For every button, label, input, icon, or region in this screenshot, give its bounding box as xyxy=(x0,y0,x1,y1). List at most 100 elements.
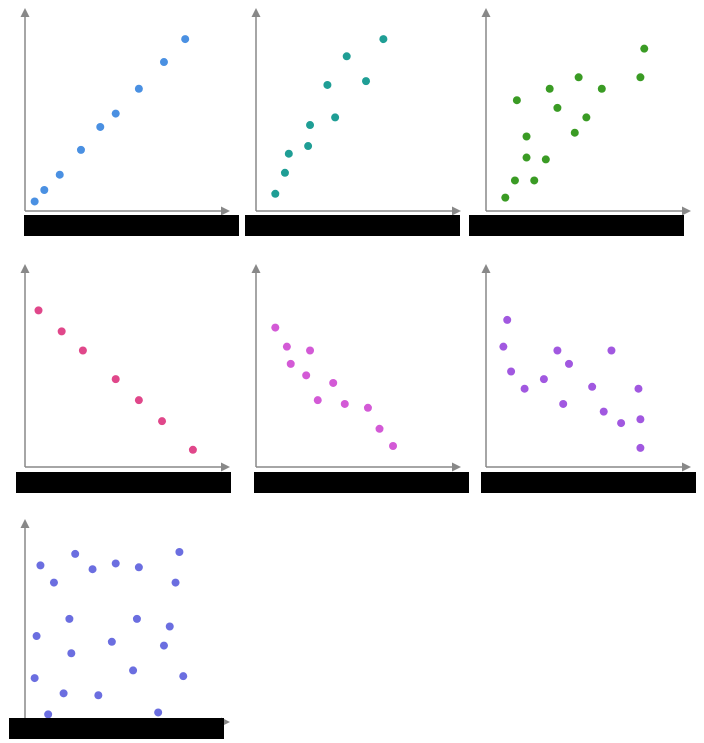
data-point xyxy=(280,168,289,177)
chart-panel-3 xyxy=(469,8,691,236)
x-axis-label-bar xyxy=(254,472,469,493)
data-point xyxy=(574,73,583,82)
data-point xyxy=(520,384,529,393)
data-point xyxy=(607,346,616,355)
chart-panel-7 xyxy=(9,519,230,739)
data-point xyxy=(30,197,39,206)
data-point xyxy=(636,73,645,82)
data-point xyxy=(55,170,64,179)
data-point xyxy=(134,563,143,572)
data-point xyxy=(512,96,521,105)
y-axis-arrow-icon xyxy=(20,519,30,528)
data-point xyxy=(107,637,116,646)
x-axis-arrow-icon xyxy=(221,462,230,472)
data-point xyxy=(134,84,143,93)
chart-panel-4 xyxy=(16,264,231,493)
data-point xyxy=(111,375,120,384)
y-axis-arrow-icon xyxy=(481,264,491,273)
y-axis-arrow-icon xyxy=(481,8,491,17)
data-point xyxy=(159,641,168,650)
y-axis-arrow-icon xyxy=(20,264,30,273)
data-point xyxy=(363,403,372,412)
data-point xyxy=(188,445,197,454)
data-point xyxy=(636,443,645,452)
x-axis-label-bar xyxy=(469,215,684,236)
data-point xyxy=(389,441,398,450)
data-point xyxy=(379,35,388,44)
data-point xyxy=(271,189,280,198)
chart-panel-5 xyxy=(251,264,469,493)
data-point xyxy=(362,77,371,86)
data-point xyxy=(34,306,43,315)
data-point xyxy=(271,323,280,332)
chart-panel-6 xyxy=(481,264,696,493)
data-point xyxy=(530,176,539,185)
data-point xyxy=(522,132,531,141)
data-point xyxy=(553,103,562,112)
data-point xyxy=(96,122,105,131)
data-point xyxy=(134,396,143,405)
data-point xyxy=(539,375,548,384)
data-point xyxy=(44,710,53,719)
data-point xyxy=(179,672,188,681)
data-point xyxy=(564,359,573,368)
data-point xyxy=(88,565,97,574)
data-point xyxy=(522,153,531,162)
data-point xyxy=(340,399,349,408)
data-point xyxy=(323,80,332,89)
data-point xyxy=(158,417,167,426)
data-point xyxy=(541,155,550,164)
data-point xyxy=(559,399,568,408)
data-point xyxy=(499,342,508,351)
data-point xyxy=(78,346,87,355)
data-point xyxy=(154,708,163,717)
data-point xyxy=(129,666,138,675)
chart-panel-2 xyxy=(245,8,461,236)
x-axis-label-bar xyxy=(9,718,224,739)
data-point xyxy=(331,113,340,122)
x-axis-arrow-icon xyxy=(452,206,461,216)
data-point xyxy=(175,548,184,557)
data-point xyxy=(507,367,516,376)
data-point xyxy=(36,561,45,570)
data-point xyxy=(510,176,519,185)
data-point xyxy=(94,691,103,700)
data-point xyxy=(306,346,315,355)
y-axis-arrow-icon xyxy=(251,264,261,273)
data-point xyxy=(71,549,80,558)
data-point xyxy=(111,109,120,118)
data-point xyxy=(171,578,180,587)
data-point xyxy=(159,58,168,67)
data-point xyxy=(32,632,41,641)
data-point xyxy=(67,649,76,658)
data-point xyxy=(313,396,322,405)
y-axis-arrow-icon xyxy=(20,8,30,17)
x-axis-label-bar xyxy=(24,215,239,236)
data-point xyxy=(30,674,39,683)
data-point xyxy=(306,121,315,130)
data-point xyxy=(501,193,510,202)
data-point xyxy=(545,84,554,93)
data-point xyxy=(634,384,643,393)
data-point xyxy=(570,128,579,137)
data-point xyxy=(553,346,562,355)
data-point xyxy=(111,559,120,568)
data-point xyxy=(59,689,68,698)
x-axis-arrow-icon xyxy=(221,206,230,216)
data-point xyxy=(636,415,645,424)
data-point xyxy=(617,419,626,428)
x-axis-label-bar xyxy=(245,215,460,236)
data-point xyxy=(503,315,512,324)
x-axis-arrow-icon xyxy=(682,462,691,472)
data-point xyxy=(165,622,174,631)
data-point xyxy=(582,113,591,122)
data-point xyxy=(40,185,49,194)
data-point xyxy=(342,52,351,61)
data-point xyxy=(304,142,313,151)
x-axis-label-bar xyxy=(16,472,231,493)
chart-panel-1 xyxy=(20,8,239,236)
data-point xyxy=(181,35,190,44)
data-point xyxy=(286,359,295,368)
data-point xyxy=(588,382,597,391)
